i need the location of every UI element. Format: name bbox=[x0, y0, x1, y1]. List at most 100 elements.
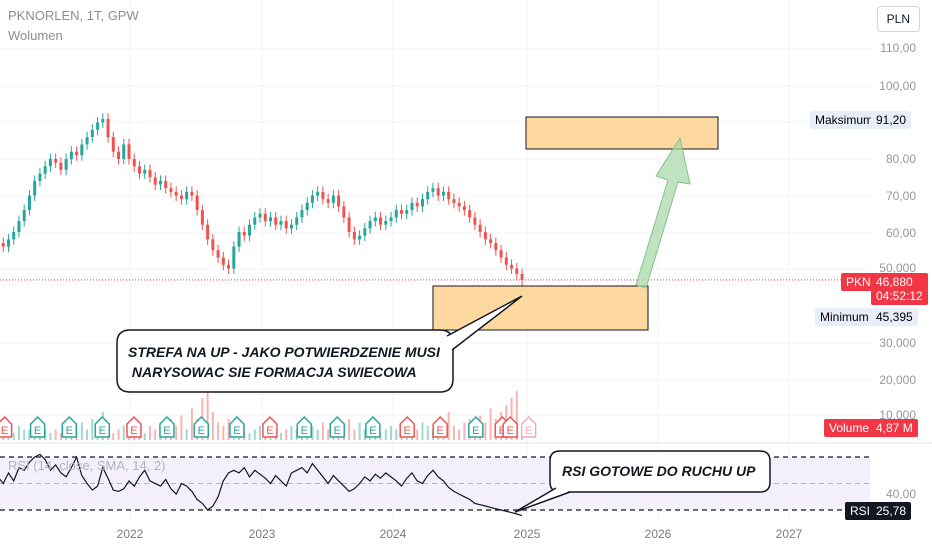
candle bbox=[27, 195, 31, 211]
candle bbox=[473, 217, 477, 225]
candle bbox=[269, 217, 273, 222]
candle bbox=[410, 202, 414, 211]
candle bbox=[441, 191, 445, 196]
candle bbox=[295, 217, 299, 225]
candle bbox=[17, 221, 21, 232]
candle bbox=[331, 195, 335, 203]
volume-bar bbox=[279, 433, 282, 440]
earnings-letter: E bbox=[266, 425, 273, 437]
currency-button[interactable]: PLN bbox=[876, 6, 920, 32]
candle bbox=[64, 159, 68, 170]
candle bbox=[462, 206, 466, 211]
volume-bar bbox=[154, 429, 157, 440]
earnings-letter: E bbox=[404, 425, 411, 437]
candle bbox=[368, 221, 372, 229]
candle bbox=[326, 199, 330, 203]
volume-bar bbox=[348, 419, 351, 440]
volume-bar bbox=[217, 422, 220, 440]
candle bbox=[190, 191, 194, 196]
candle bbox=[310, 195, 314, 203]
candle bbox=[206, 224, 210, 240]
volume-bar bbox=[321, 422, 324, 440]
volume-bar bbox=[206, 387, 209, 440]
zone-callout-text: STREFA NA UP - JAKO POTWIERDZENIE MUSI N… bbox=[128, 342, 440, 382]
candle bbox=[43, 166, 47, 174]
candle bbox=[221, 257, 225, 265]
candle bbox=[504, 257, 508, 265]
volume-bar bbox=[290, 426, 293, 440]
candle bbox=[232, 246, 236, 269]
earnings-letter: E bbox=[499, 425, 506, 437]
candle bbox=[358, 235, 362, 240]
min-label: Minimum bbox=[815, 308, 874, 326]
candle bbox=[337, 195, 341, 207]
earnings-letter: E bbox=[437, 425, 444, 437]
up-arrow bbox=[635, 136, 691, 289]
volume-bar bbox=[112, 433, 115, 440]
candle bbox=[33, 180, 37, 196]
candle bbox=[117, 151, 121, 159]
candle bbox=[499, 250, 503, 258]
candle bbox=[400, 210, 404, 214]
volume-bar bbox=[91, 419, 94, 440]
volume-bar bbox=[458, 429, 461, 440]
candle bbox=[253, 217, 257, 225]
symbol-title[interactable]: PKNORLEN, 1T, GPW bbox=[8, 8, 139, 23]
earnings-icon bbox=[432, 415, 448, 438]
candle bbox=[300, 210, 304, 218]
earnings-icon bbox=[29, 415, 46, 438]
volume-bar bbox=[259, 426, 262, 440]
earnings-icon bbox=[94, 415, 111, 438]
volume-bar bbox=[452, 426, 455, 440]
earnings-letter: E bbox=[233, 425, 240, 437]
candle bbox=[153, 177, 157, 185]
price-tick: 100,00 bbox=[879, 79, 916, 93]
volume-bar bbox=[484, 422, 487, 440]
volume-bar bbox=[421, 422, 424, 440]
volume-bar bbox=[23, 429, 26, 440]
candle bbox=[520, 273, 524, 280]
volume-tick: 10,000 bbox=[879, 408, 916, 422]
volume-bar bbox=[122, 426, 125, 440]
candle bbox=[279, 221, 283, 225]
rsi-legend[interactable]: RSI (14, close, SMA, 14, 2) bbox=[8, 458, 166, 473]
candle bbox=[54, 159, 58, 163]
earnings-letter: E bbox=[163, 425, 170, 437]
volume-bar bbox=[185, 429, 188, 440]
price-tick: 80,00 bbox=[885, 152, 916, 166]
earnings-icon bbox=[329, 415, 345, 438]
volume-bar bbox=[86, 429, 89, 440]
candle bbox=[515, 268, 519, 274]
time-tick: 2023 bbox=[248, 527, 276, 541]
candle bbox=[489, 239, 493, 243]
callout-line: NARYSOWAC SIE FORMACJA SWIECOWA bbox=[128, 364, 417, 380]
rsi-tick: 40,00 bbox=[885, 487, 916, 501]
candle bbox=[284, 221, 288, 229]
candle bbox=[148, 169, 152, 178]
earnings-icon bbox=[126, 415, 142, 438]
rsi-line bbox=[0, 453, 523, 517]
volume-indicator-label[interactable]: Wolumen bbox=[8, 28, 63, 43]
candle bbox=[200, 210, 204, 225]
earnings-letter: E bbox=[1, 425, 8, 437]
candle bbox=[211, 239, 215, 251]
candle bbox=[384, 221, 388, 225]
candle bbox=[132, 159, 136, 167]
candle bbox=[510, 264, 514, 269]
rsi-label: RSI bbox=[845, 502, 876, 520]
volume-bar bbox=[384, 429, 387, 440]
volume-bar bbox=[253, 429, 256, 440]
volume-label: Volume bbox=[824, 419, 875, 437]
time-tick: 2024 bbox=[379, 527, 407, 541]
candle bbox=[1, 242, 5, 247]
candle bbox=[342, 206, 346, 218]
support-zone bbox=[432, 285, 649, 331]
price-tick: 70,00 bbox=[885, 189, 916, 203]
rsi-callout-text: RSI GOTOWE DO RUCHU UP bbox=[562, 463, 756, 479]
rsi-value: 25,78 bbox=[871, 502, 912, 520]
earnings-icon bbox=[399, 415, 415, 438]
candle bbox=[90, 129, 94, 138]
volume-bar bbox=[311, 426, 314, 440]
candle bbox=[452, 199, 456, 203]
